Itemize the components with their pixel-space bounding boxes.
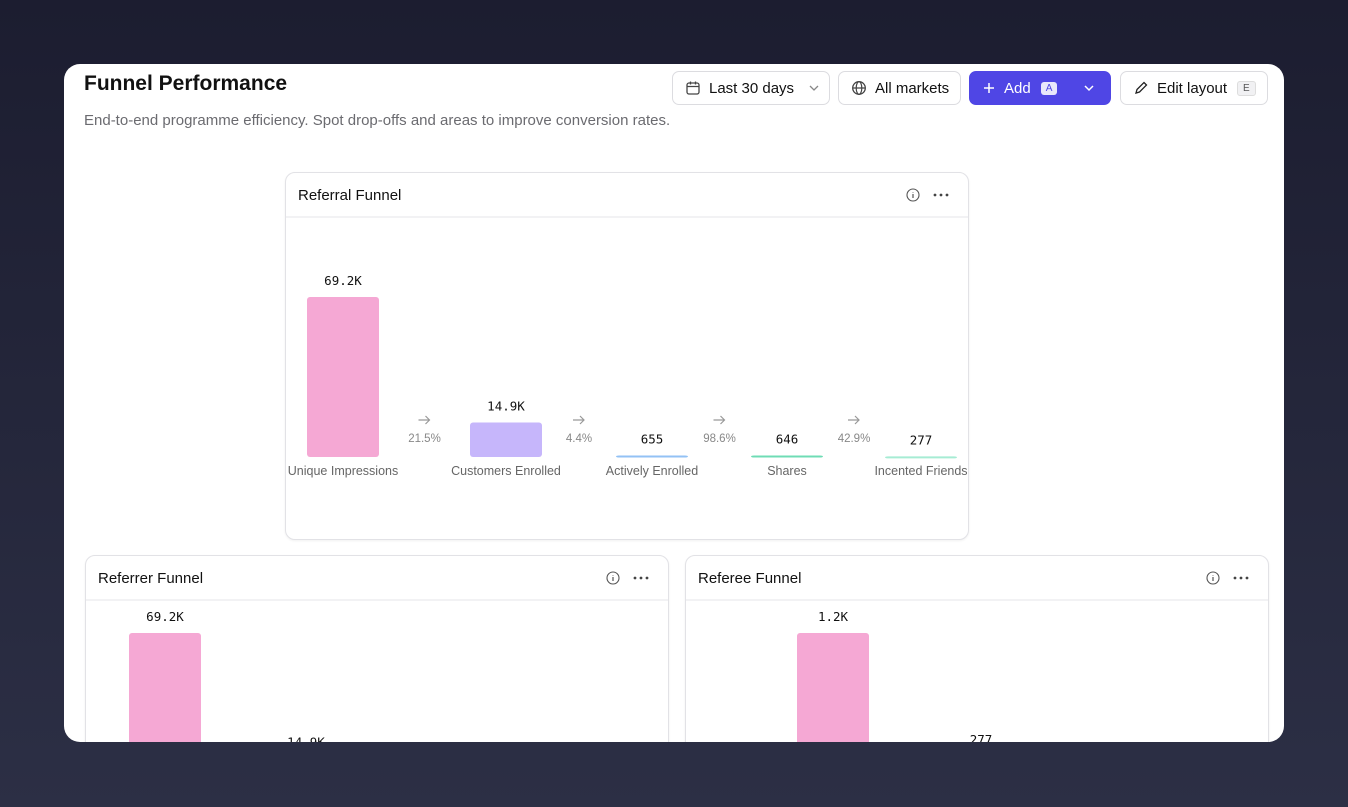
bar-value-label: 14.9K (287, 735, 325, 742)
market-label: All markets (875, 79, 950, 97)
funnel-bar (616, 455, 688, 458)
more-menu-dot[interactable] (933, 193, 937, 197)
stage-label: Incented Friends (874, 464, 967, 478)
add-shortcut: A (1040, 81, 1058, 95)
stage-label: Unique Impressions (288, 464, 398, 478)
edit-layout-label: Edit layout (1157, 79, 1228, 97)
chart-svg: Referral Funnel 69.2K Unique Impressions 14… (286, 187, 968, 478)
chart-panel: Referee Funnel 1.2K 277 (685, 555, 1269, 742)
chart-panel: Referrer Funnel 69.2K 14.9K (85, 555, 669, 742)
more-menu-dot[interactable] (1245, 576, 1249, 580)
pencil-icon (1135, 81, 1148, 94)
funnel-bar (307, 297, 379, 457)
page-title: Funnel Performance (84, 72, 288, 95)
conversion-label: 42.9% (838, 433, 871, 445)
chart-panel: Referral Funnel 69.2K Unique Impressions 14… (285, 172, 969, 540)
plus-icon (984, 83, 994, 93)
chart-svg: Referee Funnel 1.2K 277 (686, 570, 1268, 742)
info-icon[interactable] (606, 571, 620, 585)
bar-value-label: 646 (776, 432, 799, 447)
funnel-bar (129, 633, 201, 742)
conversion-arrow (713, 415, 726, 425)
funnel-bar (751, 455, 823, 458)
bar-value-label: 277 (910, 432, 933, 447)
bar-value-label: 1.2K (818, 609, 849, 624)
panel-title: Referrer Funnel (98, 570, 203, 587)
stage-label: Actively Enrolled (606, 464, 698, 478)
conversion-arrow (573, 415, 585, 425)
conversion-arrow (848, 415, 860, 425)
stage-label: Shares (767, 464, 807, 478)
panel-title: Referral Funnel (298, 187, 401, 204)
conversion-label: 4.4% (566, 433, 592, 445)
conversion-label: 98.6% (703, 433, 736, 445)
panel-title: Referee Funnel (698, 570, 801, 587)
bar-value-label: 69.2K (324, 273, 362, 288)
add-label: Add (1004, 79, 1031, 97)
funnel-bar (470, 422, 542, 457)
stage-label: Customers Enrolled (451, 464, 561, 478)
page-subtitle: End-to-end programme efficiency. Spot dr… (84, 112, 671, 129)
market-button[interactable]: All markets (838, 71, 961, 105)
conversion-label: 21.5% (408, 433, 441, 445)
edit-shortcut: E (1237, 80, 1256, 96)
bar-value-label: 277 (970, 732, 993, 742)
bar-value-label: 69.2K (146, 609, 184, 624)
more-menu-dot[interactable] (645, 576, 649, 580)
add-menu-chevron[interactable] (1083, 82, 1095, 94)
more-menu-dot[interactable] (639, 576, 643, 580)
info-icon[interactable] (1206, 571, 1220, 585)
funnel-bar (797, 633, 869, 742)
add-button[interactable]: Add A (969, 71, 1111, 105)
more-menu-dot[interactable] (939, 193, 943, 197)
funnel-bar (885, 456, 957, 459)
more-menu-dot[interactable] (1233, 576, 1237, 580)
more-menu-dot[interactable] (1239, 576, 1243, 580)
chart-svg: Referrer Funnel 69.2K 14.9K (86, 570, 668, 742)
dashboard-card: Funnel Performance End-to-end programme … (64, 64, 1284, 742)
chevron-icon (809, 85, 819, 91)
bar-value-label: 655 (641, 431, 664, 446)
more-menu-dot[interactable] (945, 193, 949, 197)
info-icon[interactable] (906, 188, 920, 202)
bar-value-label: 14.9K (487, 399, 525, 414)
edit-layout-button[interactable]: Edit layout E (1120, 71, 1268, 105)
globe-icon (852, 81, 866, 95)
calendar-icon (686, 81, 700, 95)
date-range-button[interactable]: Last 30 days (672, 71, 830, 105)
conversion-arrow (418, 415, 431, 425)
more-menu-dot[interactable] (633, 576, 637, 580)
date-range-label: Last 30 days (709, 79, 795, 97)
